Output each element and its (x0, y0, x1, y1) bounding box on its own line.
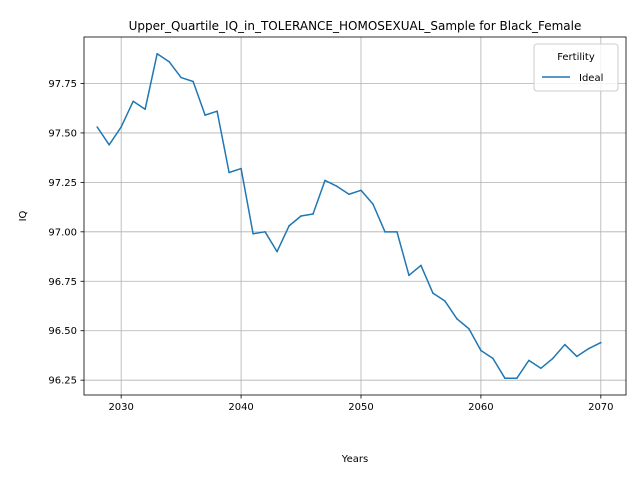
x-axis: 2030 2040 2050 2060 2070 (108, 395, 614, 413)
x-axis-label: Years (341, 454, 368, 465)
y-axis: 96.25 96.50 96.75 97.00 97.25 97.50 97.75 (48, 79, 84, 387)
data-point (288, 225, 290, 227)
data-point (396, 231, 398, 233)
x-tick-label: 2040 (228, 402, 253, 413)
data-point (192, 80, 194, 83)
plot-area-frame (83, 36, 627, 396)
data-point (240, 167, 242, 170)
data-point (492, 357, 494, 360)
data-point (516, 377, 518, 379)
data-point (540, 367, 542, 370)
data-point (408, 274, 410, 277)
data-point (108, 144, 110, 146)
x-tick-label: 2060 (468, 402, 493, 413)
y-tick-label: 97.50 (48, 128, 77, 139)
data-point (576, 355, 578, 358)
data-point (96, 126, 98, 128)
data-point (420, 264, 422, 267)
data-point (180, 76, 182, 79)
data-point (264, 231, 266, 233)
data-point (600, 341, 602, 344)
legend-title: Fertility (557, 52, 595, 63)
data-point (144, 108, 146, 110)
legend-label-ideal: Ideal (579, 73, 603, 84)
y-tick-label: 96.50 (48, 326, 77, 337)
data-point (468, 327, 470, 330)
data-point (504, 377, 506, 379)
data-point (348, 193, 350, 196)
x-tick-label: 2050 (348, 402, 373, 413)
x-tick-label: 2030 (108, 402, 133, 413)
data-point (120, 126, 122, 128)
data-point (588, 347, 590, 350)
data-point (432, 292, 434, 294)
data-point (168, 60, 170, 63)
y-tick-label: 97.00 (48, 227, 77, 238)
chart-title: Upper_Quartile_IQ_in_TOLERANCE_HOMOSEXUA… (129, 19, 582, 33)
data-point (360, 189, 362, 192)
data-point (564, 343, 566, 346)
data-point (324, 179, 326, 182)
x-tick-label: 2070 (588, 402, 613, 413)
data-point (252, 233, 254, 235)
data-point (480, 349, 482, 352)
data-point (528, 359, 530, 362)
data-point (444, 300, 446, 302)
y-tick-label: 96.25 (48, 376, 77, 387)
data-point (156, 53, 158, 55)
grid (84, 37, 626, 395)
y-axis-label: IQ (18, 210, 29, 221)
y-tick-label: 97.75 (48, 79, 77, 90)
data-point (216, 110, 218, 112)
data-point (300, 215, 302, 217)
legend: Fertility Ideal (533, 43, 619, 92)
data-point (132, 100, 134, 103)
data-point (372, 203, 374, 205)
data-point (276, 250, 278, 253)
y-tick-label: 97.25 (48, 178, 77, 189)
data-point (204, 114, 206, 116)
data-point (552, 357, 554, 360)
data-point (312, 213, 314, 215)
data-point (228, 171, 230, 174)
legend-box (533, 43, 619, 92)
data-point (336, 185, 338, 188)
data-point (384, 231, 386, 233)
y-tick-label: 96.75 (48, 277, 77, 288)
series-layer (96, 53, 602, 379)
data-point (456, 318, 458, 320)
